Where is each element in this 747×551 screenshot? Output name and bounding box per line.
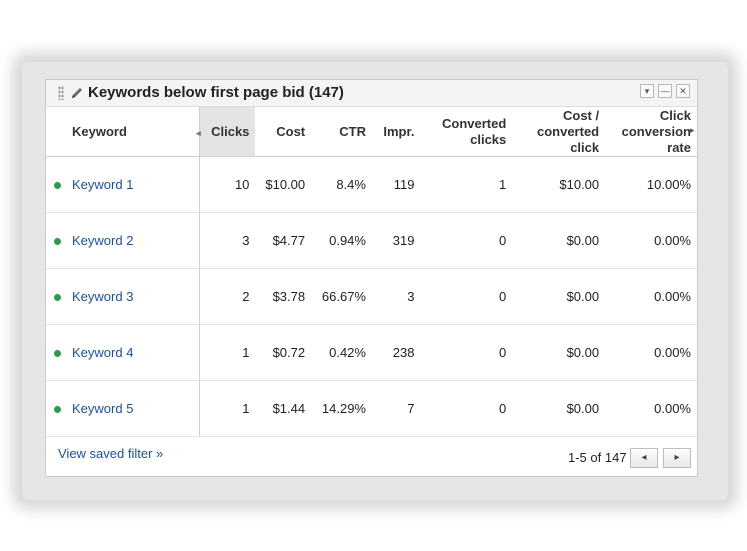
cost-per-converted-click-cell: $10.00 xyxy=(512,156,606,213)
click-conversion-rate-cell: 10.00% xyxy=(605,156,697,213)
cost-per-converted-click-cell: $0.00 xyxy=(512,212,606,269)
close-icon[interactable]: ✕ xyxy=(676,84,690,98)
column-header-click-conversion-rate[interactable]: Click conversion rate xyxy=(605,107,697,157)
converted-clicks-cell: 0 xyxy=(420,324,513,381)
cost-cell: $3.78 xyxy=(255,268,312,325)
keyword-link[interactable]: Keyword 1 xyxy=(72,177,134,192)
keyword-cell: Keyword 5 xyxy=(46,380,200,437)
click-conversion-rate-cell: 0.00% xyxy=(605,268,697,325)
impr-cell: 119 xyxy=(371,156,421,213)
column-header-label: Converted clicks xyxy=(441,115,507,147)
column-header-label: Clicks xyxy=(211,123,250,139)
column-header-label: Cost / converted click xyxy=(536,107,600,155)
keyword-link[interactable]: Keyword 2 xyxy=(72,233,134,248)
dropdown-icon[interactable]: ▾ xyxy=(640,84,654,98)
column-header-label: Cost xyxy=(276,123,306,139)
column-header-label: Impr. xyxy=(383,123,415,139)
cost-cell: $4.77 xyxy=(255,212,312,269)
cost-per-converted-click-cell: $0.00 xyxy=(512,324,606,381)
drag-handle-icon[interactable] xyxy=(58,86,64,100)
click-conversion-rate-cell: 0.00% xyxy=(605,212,697,269)
keyword-cell: Keyword 3 xyxy=(46,268,200,325)
cost-cell: $0.72 xyxy=(255,324,312,381)
impr-cell: 7 xyxy=(371,380,421,437)
pencil-icon[interactable] xyxy=(70,86,84,100)
ctr-cell: 0.94% xyxy=(311,212,372,269)
column-header-keyword[interactable]: Keyword ◂ xyxy=(46,107,201,157)
table-row: Keyword 1 10 $10.00 8.4% 119 1 $10.00 10… xyxy=(46,156,697,213)
widget-footer: View saved filter » 1-5 of 147 ◂ ▸ xyxy=(46,428,697,476)
ctr-cell: 14.29% xyxy=(311,380,372,437)
ctr-cell: 66.67% xyxy=(311,268,372,325)
table-row: Keyword 5 1 $1.44 14.29% 7 0 $0.00 0.00% xyxy=(46,380,697,437)
keyword-link[interactable]: Keyword 5 xyxy=(72,401,134,416)
scroll-left-icon[interactable]: ◂ xyxy=(196,128,201,138)
status-dot-icon xyxy=(54,237,61,245)
cost-cell: $10.00 xyxy=(255,156,312,213)
keyword-cell: Keyword 4 xyxy=(46,324,200,381)
converted-clicks-cell: 1 xyxy=(420,156,513,213)
cost-cell: $1.44 xyxy=(255,380,312,437)
next-page-button[interactable]: ▸ xyxy=(663,448,691,468)
column-header-converted-clicks[interactable]: Converted clicks xyxy=(420,107,513,157)
keyword-link[interactable]: Keyword 3 xyxy=(72,289,134,304)
status-dot-icon xyxy=(54,349,61,357)
table-header-row: Keyword ◂ Clicks Cost CTR Impr. Converte… xyxy=(46,107,697,157)
column-header-cost-per-converted-click[interactable]: Cost / converted click xyxy=(512,107,606,157)
clicks-cell: 1 xyxy=(199,380,256,437)
click-conversion-rate-cell: 0.00% xyxy=(605,324,697,381)
status-dot-icon xyxy=(54,405,61,413)
pagination-range: 1-5 of 147 xyxy=(568,450,627,465)
column-header-ctr[interactable]: CTR xyxy=(311,107,372,157)
clicks-cell: 3 xyxy=(199,212,256,269)
column-header-label: Keyword xyxy=(72,123,127,139)
clicks-cell: 1 xyxy=(199,324,256,381)
ctr-cell: 0.42% xyxy=(311,324,372,381)
cost-per-converted-click-cell: $0.00 xyxy=(512,268,606,325)
impr-cell: 238 xyxy=(371,324,421,381)
column-header-label: CTR xyxy=(339,123,366,139)
ctr-cell: 8.4% xyxy=(311,156,372,213)
scroll-right-icon[interactable]: ▸ xyxy=(690,125,695,135)
impr-cell: 3 xyxy=(371,268,421,325)
column-header-cost[interactable]: Cost xyxy=(255,107,312,157)
keyword-cell: Keyword 2 xyxy=(46,212,200,269)
clicks-cell: 10 xyxy=(199,156,256,213)
widget-title: Keywords below first page bid (147) xyxy=(88,84,344,101)
table-row: Keyword 4 1 $0.72 0.42% 238 0 $0.00 0.00… xyxy=(46,324,697,381)
converted-clicks-cell: 0 xyxy=(420,380,513,437)
click-conversion-rate-cell: 0.00% xyxy=(605,380,697,437)
prev-page-button[interactable]: ◂ xyxy=(630,448,658,468)
minimize-icon[interactable]: — xyxy=(658,84,672,98)
keywords-table: Keyword ◂ Clicks Cost CTR Impr. Converte… xyxy=(46,107,697,437)
column-header-clicks[interactable]: Clicks xyxy=(199,107,256,157)
keyword-link[interactable]: Keyword 4 xyxy=(72,345,134,360)
column-header-label: Click conversion rate xyxy=(621,107,691,155)
cost-per-converted-click-cell: $0.00 xyxy=(512,380,606,437)
widget-titlebar: Keywords below first page bid (147) ▾ — … xyxy=(46,80,697,107)
view-saved-filter-link[interactable]: View saved filter » xyxy=(58,446,164,461)
column-header-impr[interactable]: Impr. xyxy=(371,107,421,157)
impr-cell: 319 xyxy=(371,212,421,269)
clicks-cell: 2 xyxy=(199,268,256,325)
status-dot-icon xyxy=(54,293,61,301)
keyword-cell: Keyword 1 xyxy=(46,156,200,213)
converted-clicks-cell: 0 xyxy=(420,268,513,325)
table-row: Keyword 2 3 $4.77 0.94% 319 0 $0.00 0.00… xyxy=(46,212,697,269)
table-row: Keyword 3 2 $3.78 66.67% 3 0 $0.00 0.00% xyxy=(46,268,697,325)
keywords-widget: Keywords below first page bid (147) ▾ — … xyxy=(45,79,698,477)
converted-clicks-cell: 0 xyxy=(420,212,513,269)
status-dot-icon xyxy=(54,181,61,189)
